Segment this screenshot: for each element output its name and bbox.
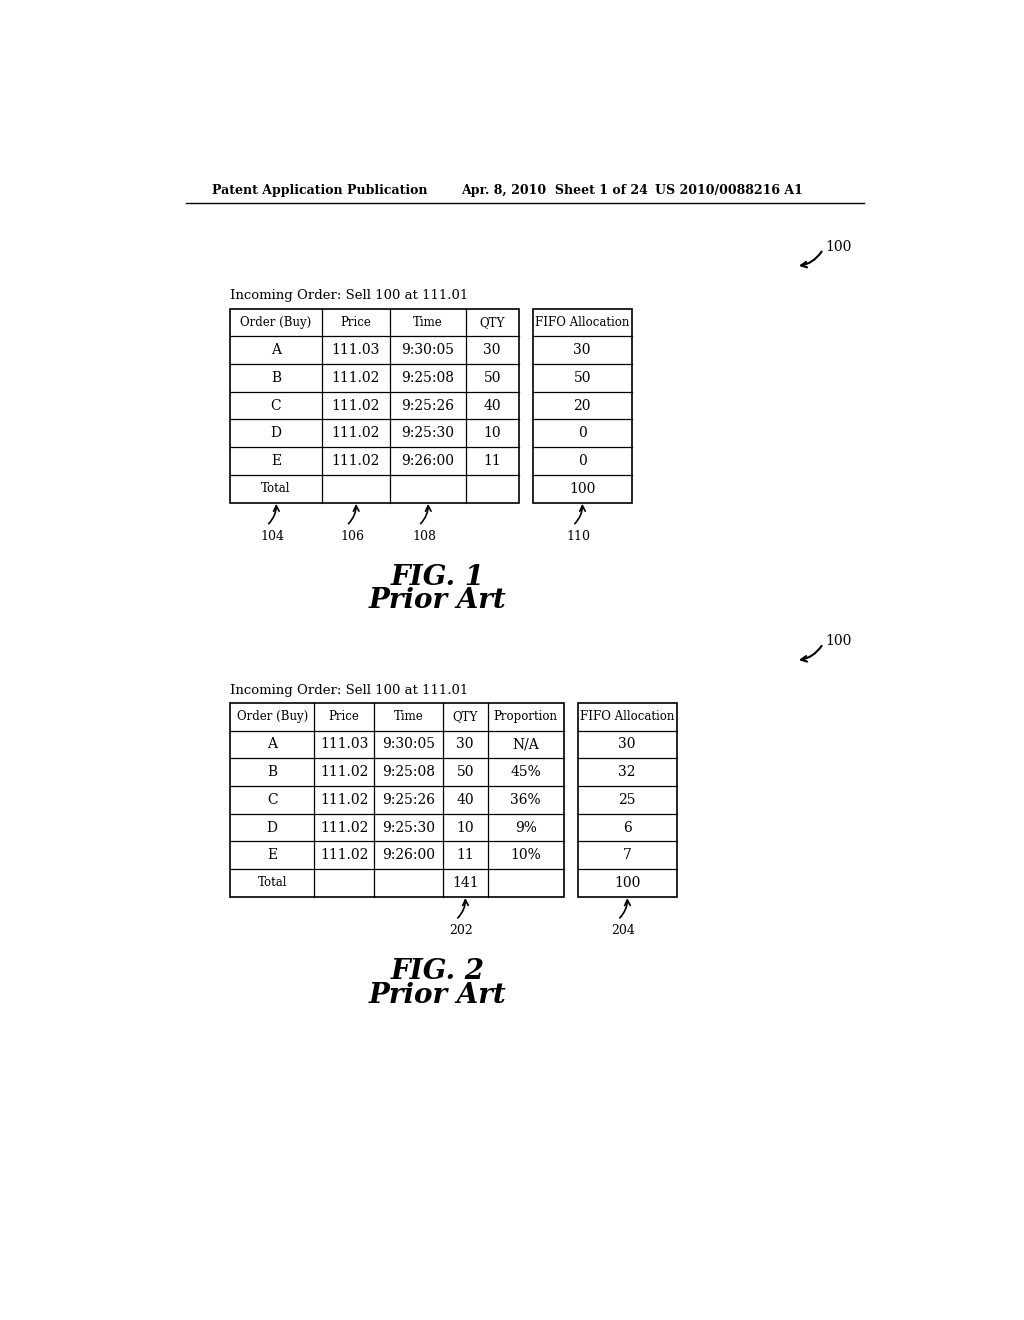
Text: 9%: 9% [515, 821, 537, 834]
Bar [230, 702, 563, 896]
Text: 0: 0 [578, 454, 587, 469]
Text: 111.02: 111.02 [321, 849, 369, 862]
Text: 9:25:26: 9:25:26 [401, 399, 455, 413]
Text: 202: 202 [450, 924, 473, 937]
Text: Price: Price [329, 710, 359, 723]
Text: QTY: QTY [479, 315, 505, 329]
Text: 111.02: 111.02 [332, 454, 380, 469]
Text: 7: 7 [623, 849, 632, 862]
Text: 9:26:00: 9:26:00 [382, 849, 435, 862]
Text: FIG. 1: FIG. 1 [391, 564, 485, 591]
Text: Patent Application Publication: Patent Application Publication [212, 185, 427, 197]
Text: Total: Total [257, 876, 287, 890]
Text: D: D [266, 821, 278, 834]
Text: 111.02: 111.02 [321, 821, 369, 834]
Text: 9:25:08: 9:25:08 [382, 766, 435, 779]
Text: 25: 25 [618, 793, 636, 807]
Text: Proportion: Proportion [494, 710, 558, 723]
Bar [578, 702, 677, 896]
Text: 9:30:05: 9:30:05 [401, 343, 455, 358]
Text: A: A [271, 343, 281, 358]
Text: Time: Time [393, 710, 424, 723]
Text: 111.03: 111.03 [332, 343, 380, 358]
Text: 50: 50 [573, 371, 591, 385]
Text: 40: 40 [483, 399, 501, 413]
Text: 45%: 45% [510, 766, 541, 779]
Text: 100: 100 [569, 482, 595, 496]
Text: FIG. 2: FIG. 2 [391, 958, 485, 986]
Text: 100: 100 [825, 634, 852, 648]
Text: Order (Buy): Order (Buy) [241, 315, 311, 329]
Text: 111.02: 111.02 [332, 426, 380, 441]
Text: 30: 30 [618, 738, 636, 751]
Text: 30: 30 [483, 343, 501, 358]
Text: 111.02: 111.02 [332, 399, 380, 413]
Text: 111.02: 111.02 [321, 793, 369, 807]
Text: 20: 20 [573, 399, 591, 413]
Text: 111.03: 111.03 [321, 738, 369, 751]
Text: 40: 40 [457, 793, 474, 807]
Text: Prior Art: Prior Art [369, 982, 507, 1008]
Text: QTY: QTY [453, 710, 478, 723]
Text: 141: 141 [452, 876, 478, 890]
Bar [230, 309, 518, 503]
Text: 11: 11 [483, 454, 501, 469]
Text: Total: Total [261, 482, 291, 495]
Text: B: B [267, 766, 278, 779]
Text: 0: 0 [578, 426, 587, 441]
Text: 9:25:08: 9:25:08 [401, 371, 455, 385]
Text: B: B [271, 371, 281, 385]
Text: 9:30:05: 9:30:05 [382, 738, 435, 751]
Text: E: E [267, 849, 278, 862]
Text: 36%: 36% [510, 793, 541, 807]
Text: 10: 10 [483, 426, 501, 441]
Text: 100: 100 [825, 240, 852, 253]
Text: 11: 11 [457, 849, 474, 862]
Text: 9:26:00: 9:26:00 [401, 454, 455, 469]
Text: 32: 32 [618, 766, 636, 779]
Text: Price: Price [340, 315, 372, 329]
Text: D: D [270, 426, 282, 441]
Text: 204: 204 [611, 924, 636, 937]
Text: 50: 50 [483, 371, 501, 385]
Text: FIFO Allocation: FIFO Allocation [535, 315, 630, 329]
Text: Incoming Order: Sell 100 at 111.01: Incoming Order: Sell 100 at 111.01 [230, 289, 469, 302]
Text: E: E [271, 454, 281, 469]
Text: N/A: N/A [512, 738, 539, 751]
Text: Prior Art: Prior Art [369, 587, 507, 614]
Text: Incoming Order: Sell 100 at 111.01: Incoming Order: Sell 100 at 111.01 [230, 684, 469, 697]
Text: 104: 104 [260, 529, 285, 543]
Text: 9:25:26: 9:25:26 [382, 793, 435, 807]
Bar [532, 309, 632, 503]
Text: 50: 50 [457, 766, 474, 779]
Text: Time: Time [413, 315, 442, 329]
Text: A: A [267, 738, 278, 751]
Text: C: C [267, 793, 278, 807]
Text: 30: 30 [573, 343, 591, 358]
Text: C: C [270, 399, 282, 413]
Text: 100: 100 [614, 876, 640, 890]
Text: 9:25:30: 9:25:30 [382, 821, 435, 834]
Text: Apr. 8, 2010  Sheet 1 of 24: Apr. 8, 2010 Sheet 1 of 24 [461, 185, 648, 197]
Text: 9:25:30: 9:25:30 [401, 426, 455, 441]
Text: 106: 106 [340, 529, 365, 543]
Text: 110: 110 [566, 529, 591, 543]
Text: 10: 10 [457, 821, 474, 834]
Text: FIFO Allocation: FIFO Allocation [580, 710, 674, 723]
Text: Order (Buy): Order (Buy) [237, 710, 308, 723]
Text: 111.02: 111.02 [332, 371, 380, 385]
Text: 10%: 10% [510, 849, 541, 862]
Text: US 2010/0088216 A1: US 2010/0088216 A1 [655, 185, 803, 197]
Text: 111.02: 111.02 [321, 766, 369, 779]
Text: 6: 6 [623, 821, 632, 834]
Text: 30: 30 [457, 738, 474, 751]
Text: 108: 108 [413, 529, 436, 543]
